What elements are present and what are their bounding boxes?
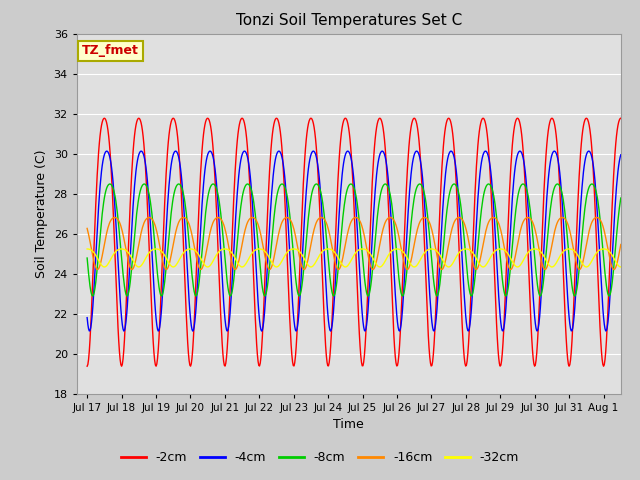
Text: TZ_fmet: TZ_fmet xyxy=(82,44,139,58)
Y-axis label: Soil Temperature (C): Soil Temperature (C) xyxy=(35,149,48,278)
Legend: -2cm, -4cm, -8cm, -16cm, -32cm: -2cm, -4cm, -8cm, -16cm, -32cm xyxy=(116,446,524,469)
Title: Tonzi Soil Temperatures Set C: Tonzi Soil Temperatures Set C xyxy=(236,13,462,28)
X-axis label: Time: Time xyxy=(333,418,364,431)
